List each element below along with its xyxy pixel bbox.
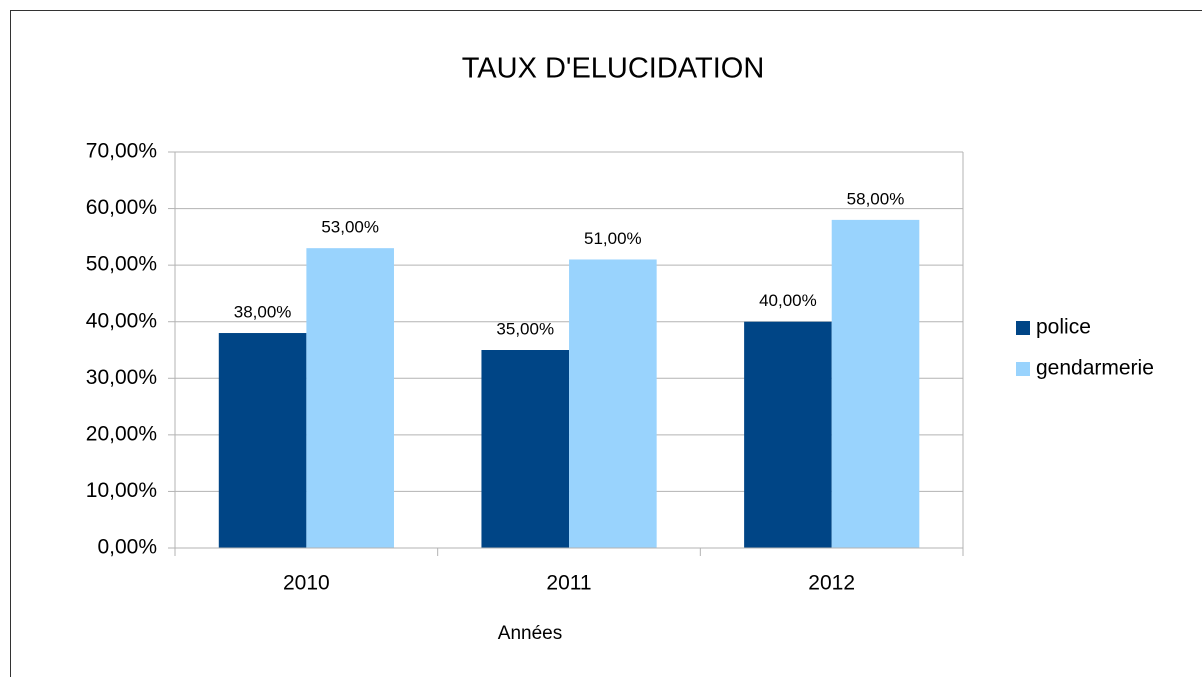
y-tick-label: 30,00% xyxy=(86,366,157,389)
bar xyxy=(569,259,657,548)
bar xyxy=(306,248,394,548)
y-tick-label: 60,00% xyxy=(86,196,157,219)
bar xyxy=(744,321,832,548)
legend-label: police xyxy=(1036,316,1091,339)
value-label: 38,00% xyxy=(234,303,292,322)
value-label: 35,00% xyxy=(496,319,554,338)
y-tick-label: 0,00% xyxy=(97,536,157,559)
y-tick-label: 10,00% xyxy=(86,479,157,502)
legend-swatch xyxy=(1016,321,1030,335)
value-label: 53,00% xyxy=(321,218,379,237)
bar xyxy=(831,219,920,548)
y-tick-label: 70,00% xyxy=(86,140,157,163)
value-label: 40,00% xyxy=(759,291,817,310)
y-tick-label: 20,00% xyxy=(86,422,157,445)
legend-label: gendarmerie xyxy=(1036,357,1154,380)
x-tick-label: 2012 xyxy=(808,572,855,595)
legend-swatch xyxy=(1016,362,1030,376)
chart-title: TAUX D'ELUCIDATION xyxy=(462,53,765,85)
x-axis-label: Années xyxy=(498,623,562,644)
y-tick-label: 50,00% xyxy=(86,253,157,276)
value-label: 51,00% xyxy=(584,229,642,248)
x-tick-label: 2011 xyxy=(546,572,591,595)
bar xyxy=(481,350,570,548)
y-tick-label: 40,00% xyxy=(86,309,157,332)
x-tick-label: 2010 xyxy=(283,572,330,595)
bar xyxy=(218,333,307,548)
value-label: 58,00% xyxy=(847,189,905,208)
